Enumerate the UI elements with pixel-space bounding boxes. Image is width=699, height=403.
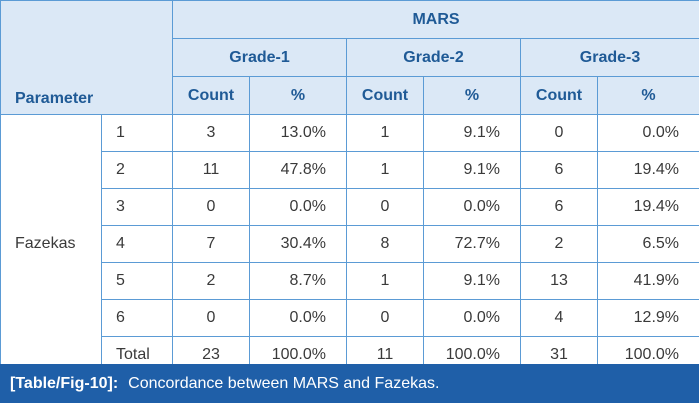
table-row: 3 0 0.0% 0 0.0% 6 19.4% [1, 188, 699, 226]
grade-1-percent: 8.7% [249, 262, 347, 300]
row-label: 2 [101, 151, 173, 189]
grade-1-count: 0 [172, 299, 250, 337]
percent-header: % [249, 76, 347, 115]
grade-2-count: 0 [346, 299, 424, 337]
grade-1-count: 11 [172, 151, 250, 189]
grade-3-percent: 6.5% [596, 225, 699, 263]
row-label: 5 [101, 262, 173, 300]
grade-2-percent: 72.7% [423, 225, 521, 263]
grade-2-count: 0 [346, 188, 424, 226]
grade-2-percent: 9.1% [423, 114, 521, 152]
grade-1-count: 2 [172, 262, 250, 300]
percent-header: % [423, 76, 521, 115]
grade-2-percent: 9.1% [423, 262, 521, 300]
caption-text: Concordance between MARS and Fazekas. [128, 374, 440, 392]
grade-2-count: 1 [346, 262, 424, 300]
grade-3-count: 4 [520, 299, 598, 337]
percent-header: % [596, 76, 699, 115]
count-header: Count [346, 76, 424, 115]
row-label: 4 [101, 225, 173, 263]
table-row: 4 7 30.4% 8 72.7% 2 6.5% [1, 225, 699, 263]
grade-1-count: 7 [172, 225, 250, 263]
grade-1-count: 3 [172, 114, 250, 152]
grade-1-header: Grade-1 [172, 38, 347, 77]
grade-3-percent: 0.0% [596, 114, 699, 152]
grade-3-percent: 41.9% [596, 262, 699, 300]
grade-2-header: Grade-2 [346, 38, 521, 77]
table-row: 2 11 47.8% 1 9.1% 6 19.4% [1, 151, 699, 189]
grade-3-percent: 19.4% [596, 188, 699, 226]
grade-2-count: 1 [346, 151, 424, 189]
grade-2-count: 8 [346, 225, 424, 263]
grade-3-percent: 19.4% [596, 151, 699, 189]
mars-header: MARS [171, 0, 699, 39]
grade-1-percent: 47.8% [249, 151, 347, 189]
grade-3-percent: 12.9% [596, 299, 699, 337]
grade-3-count: 2 [520, 225, 598, 263]
concordance-table: Parameter MARS Grade-1 Grade-2 Grade-3 C… [0, 0, 699, 374]
table-row: Fazekas 1 3 13.0% 1 9.1% 0 0.0% [0, 114, 699, 374]
figure-caption: [Table/Fig-10]: Concordance between MARS… [0, 364, 699, 403]
fazekas-label: Fazekas [0, 114, 102, 374]
table-row: 5 2 8.7% 1 9.1% 13 41.9% [1, 262, 699, 300]
grade-3-header: Grade-3 [519, 38, 699, 77]
table-row: 6 0 0.0% 0 0.0% 4 12.9% [1, 299, 699, 337]
grade-1-percent: 0.0% [249, 299, 347, 337]
row-label: 6 [101, 299, 173, 337]
parameter-header: Parameter [0, 0, 173, 115]
row-label: 3 [101, 188, 173, 226]
grade-1-percent: 0.0% [249, 188, 347, 226]
row-label: 1 [101, 114, 173, 152]
grade-3-count: 6 [520, 151, 598, 189]
caption-tag: [Table/Fig-10]: [10, 374, 119, 392]
grade-1-percent: 13.0% [249, 114, 347, 152]
grade-3-count: 13 [520, 262, 598, 300]
grade-2-percent: 9.1% [423, 151, 521, 189]
grade-1-count: 0 [172, 188, 250, 226]
grade-2-count: 1 [346, 114, 424, 152]
count-header: Count [172, 76, 250, 115]
grade-1-percent: 30.4% [249, 225, 347, 263]
grade-2-percent: 0.0% [423, 188, 521, 226]
grade-3-count: 6 [520, 188, 598, 226]
grade-2-percent: 0.0% [423, 299, 521, 337]
grade-3-count: 0 [520, 114, 598, 152]
count-header: Count [520, 76, 598, 115]
